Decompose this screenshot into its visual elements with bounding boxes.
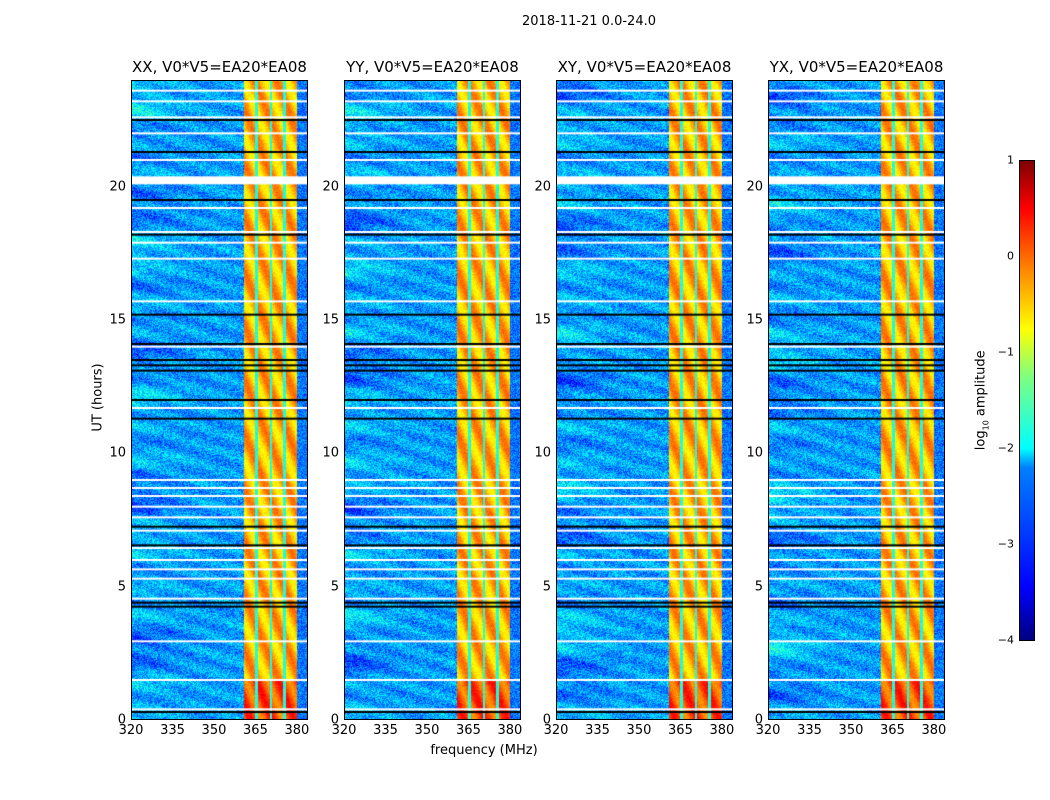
x-tick-label: 320: [543, 723, 569, 738]
y-tick-label: 0: [754, 712, 763, 728]
y-tick-label: 5: [330, 579, 339, 595]
y-tick-label: 15: [746, 312, 763, 328]
y-axis-label: UT (hours): [90, 363, 106, 432]
y-tick-label: 10: [746, 445, 763, 461]
spectrogram-heatmap: [344, 80, 521, 720]
figure-title: 2018-11-21 0.0-24.0: [522, 14, 656, 29]
y-tick-label: 5: [542, 579, 551, 595]
y-tick-label: 10: [109, 445, 126, 461]
colorbar-tick-label: −2: [997, 441, 1014, 455]
y-tick-label: 20: [746, 179, 763, 195]
x-tick-label: 365: [243, 723, 268, 738]
y-tick-label: 5: [754, 579, 763, 595]
colorbar-tick-label: 1: [1007, 153, 1014, 167]
x-tick-label: 380: [709, 723, 735, 738]
y-tick-label: 10: [322, 445, 339, 461]
x-tick-label: 320: [755, 723, 781, 738]
spectrogram-heatmap: [768, 80, 945, 720]
y-tick-label: 20: [534, 179, 551, 195]
panel-yy: YY, V0*V5=EA20*EA08 0 5 10 15 20 320 335 350 365 3…: [322, 58, 522, 738]
x-tick-label: 365: [456, 723, 481, 738]
y-tick-label: 0: [330, 712, 339, 728]
panel-title: XY, V0*V5=EA20*EA08: [557, 58, 732, 76]
y-tick-label: 15: [534, 312, 551, 328]
panel-xx: XX, V0*V5=EA20*EA08 0 5 10 15 20 320 335 350 365 3…: [109, 58, 309, 738]
x-tick-label: 365: [668, 723, 693, 738]
y-tick-label: 15: [322, 312, 339, 328]
x-axis-label: frequency (MHz): [430, 743, 538, 758]
spectrogram-heatmap: [131, 80, 308, 720]
panel-title: XX, V0*V5=EA20*EA08: [132, 58, 307, 76]
y-tick-label: 5: [117, 579, 126, 595]
axes-frame: [768, 80, 945, 720]
x-tick-label: 320: [118, 723, 144, 738]
y-tick-label: 20: [322, 179, 339, 195]
x-tick-label: 335: [160, 723, 185, 738]
x-tick-label: 320: [331, 723, 357, 738]
y-tick-label: 0: [542, 712, 551, 728]
colorbar: [1019, 160, 1035, 641]
panel-title: YX, V0*V5=EA20*EA08: [769, 58, 944, 76]
x-tick-label: 380: [497, 723, 523, 738]
colorbar-tick-label: −4: [997, 633, 1014, 647]
x-tick-label: 335: [585, 723, 610, 738]
x-tick-label: 380: [284, 723, 310, 738]
colorbar-label: log10 amplitude: [973, 350, 991, 451]
axes-frame: [344, 80, 521, 720]
panel-title: YY, V0*V5=EA20*EA08: [346, 58, 519, 76]
x-tick-label: 350: [201, 723, 227, 738]
y-tick-label: 20: [109, 179, 126, 195]
y-tick-label: 15: [109, 312, 126, 328]
panel-yx: YX, V0*V5=EA20*EA08 0 5 10 15 20 320 335 350 365 3…: [746, 58, 946, 738]
x-tick-label: 335: [373, 723, 398, 738]
y-tick-label: 10: [534, 445, 551, 461]
y-tick-label: 0: [117, 712, 126, 728]
x-tick-label: 350: [838, 723, 864, 738]
axes-frame: [131, 80, 308, 720]
colorbar-tick-label: −1: [997, 345, 1014, 359]
spectrogram-heatmap: [556, 80, 733, 720]
x-tick-label: 380: [921, 723, 947, 738]
colorbar-tick-label: 0: [1007, 249, 1014, 263]
colorbar-tick-label: −3: [997, 537, 1014, 551]
x-tick-label: 350: [626, 723, 652, 738]
panel-xy: XY, V0*V5=EA20*EA08 0 5 10 15 20 320 335 350 365 3…: [534, 58, 734, 738]
x-tick-label: 350: [414, 723, 440, 738]
x-tick-label: 365: [880, 723, 905, 738]
x-tick-label: 335: [797, 723, 822, 738]
axes-frame: [556, 80, 733, 720]
